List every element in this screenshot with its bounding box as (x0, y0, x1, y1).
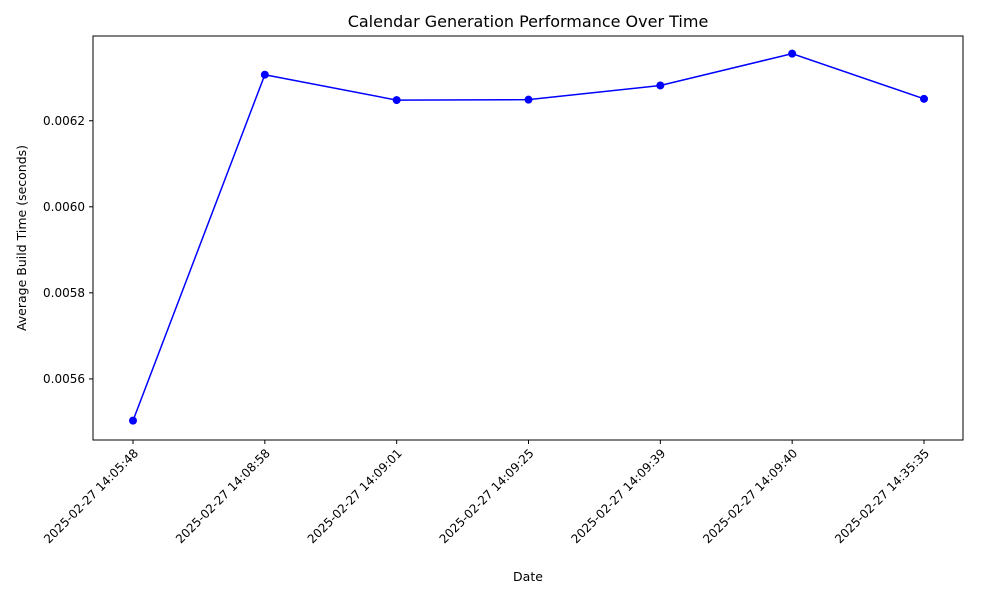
y-tick-label: 0.0060 (43, 200, 85, 214)
data-point (524, 95, 533, 104)
plot-frame (92, 35, 964, 441)
x-axis-label: Date (513, 569, 543, 584)
chart-title: Calendar Generation Performance Over Tim… (348, 12, 709, 31)
data-point (129, 416, 137, 425)
y-tick-label: 0.0056 (43, 372, 85, 386)
data-point (260, 70, 269, 79)
y-tick-label: 0.0062 (43, 114, 85, 128)
data-point (392, 96, 401, 105)
data-point (656, 81, 665, 90)
y-axis-label: Average Build Time (seconds) (14, 145, 29, 331)
data-point (788, 49, 797, 58)
data-point (920, 94, 928, 103)
y-tick-label: 0.0058 (43, 286, 85, 300)
